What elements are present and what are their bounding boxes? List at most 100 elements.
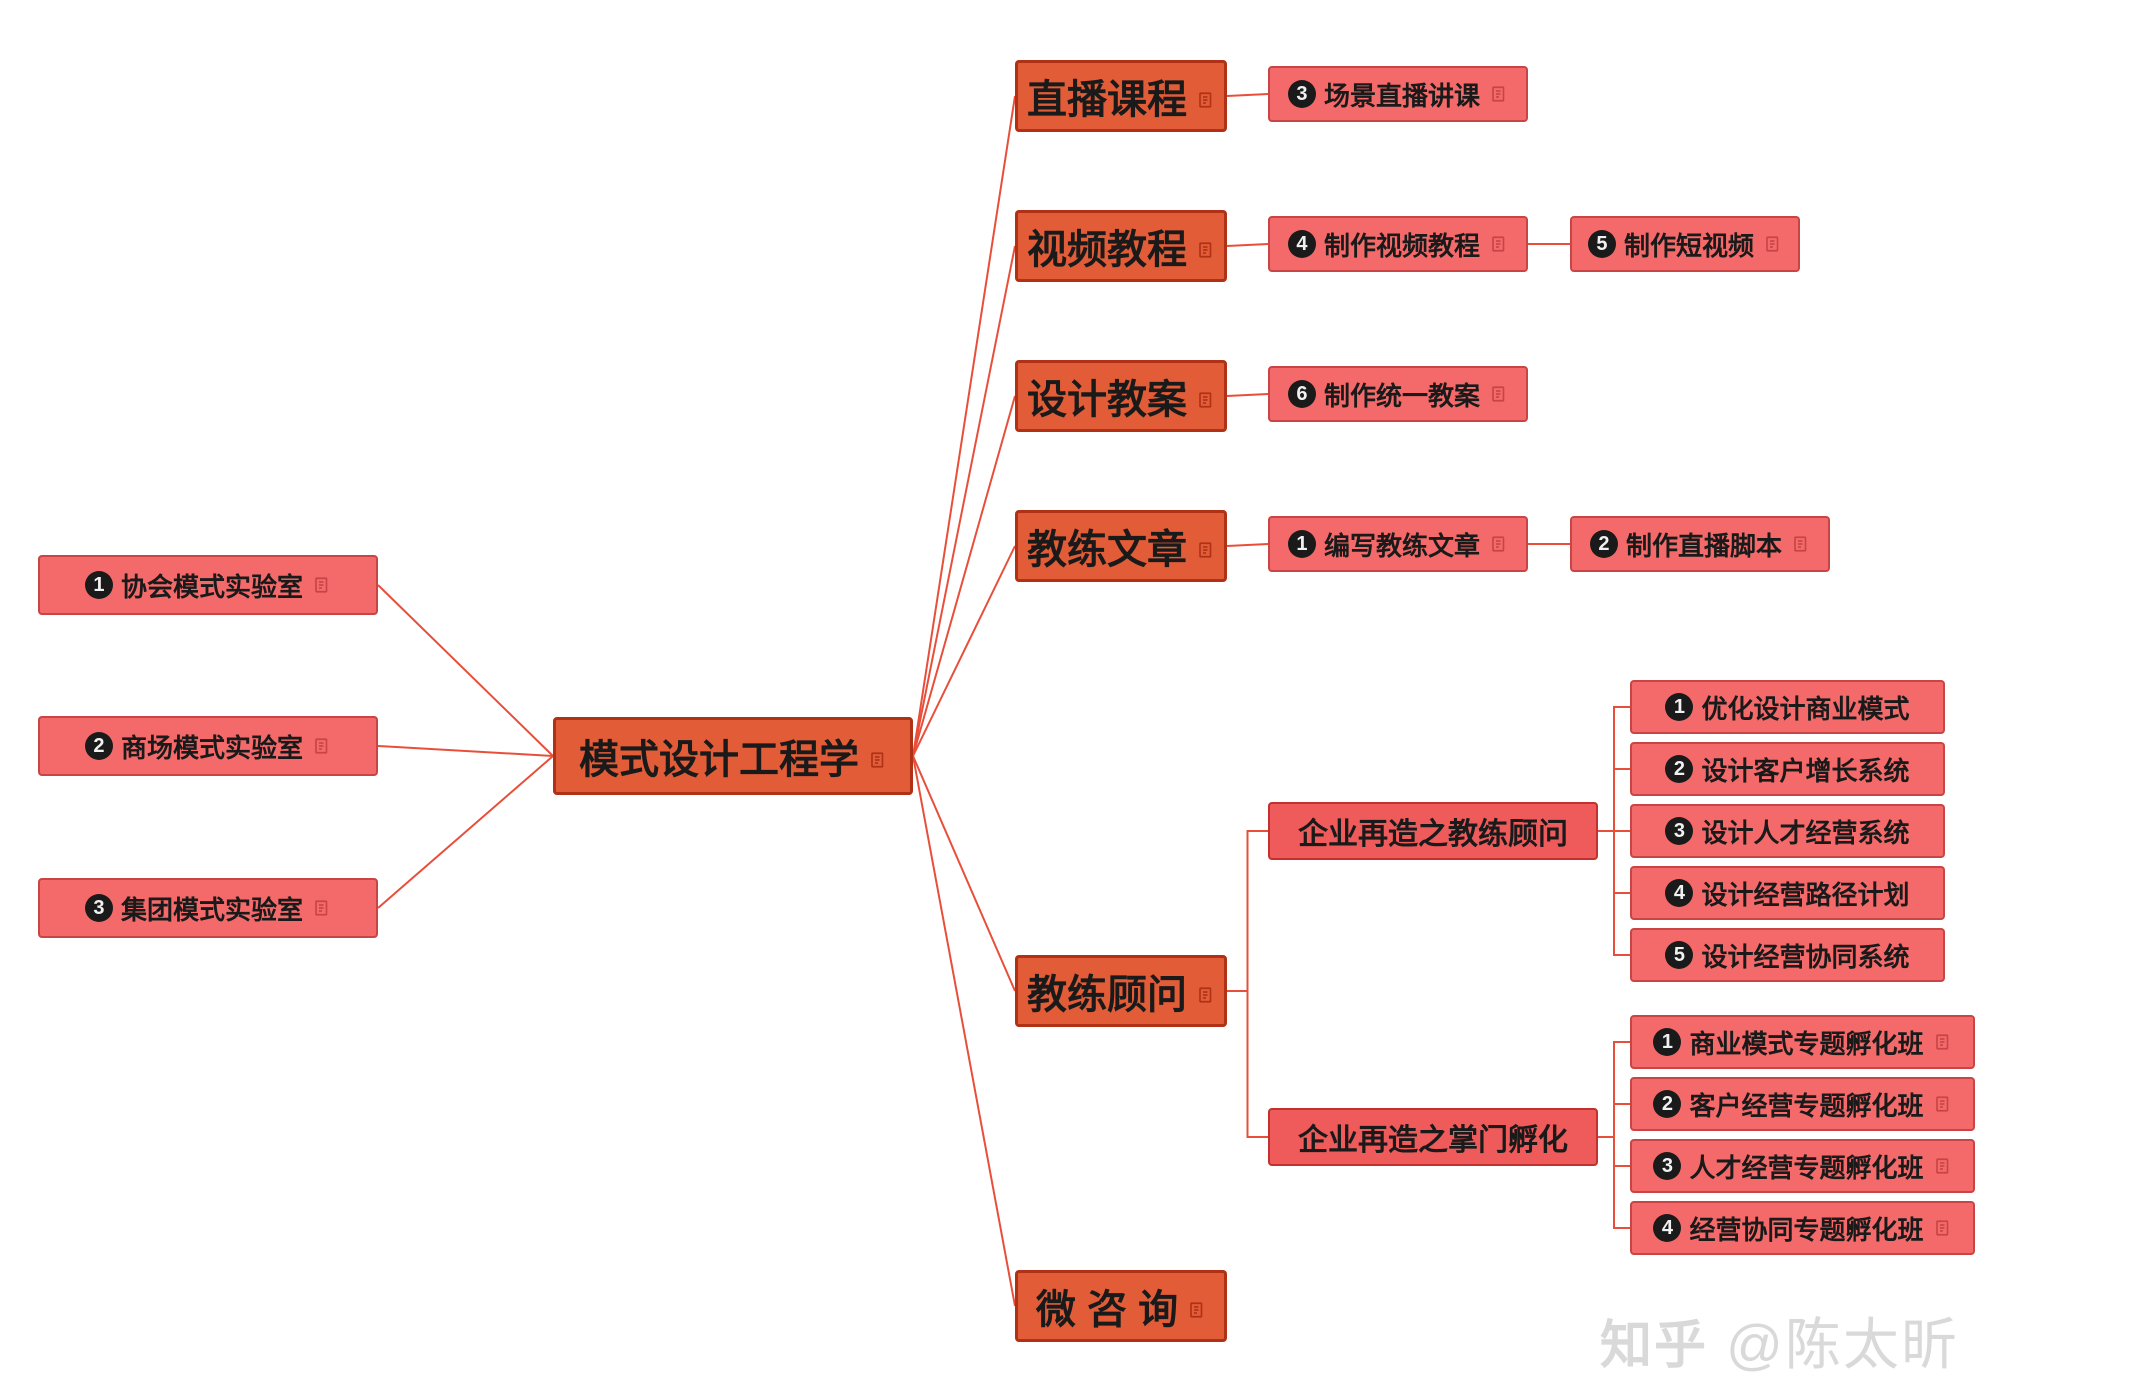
node-label: 优化设计商业模式 — [1701, 689, 1909, 726]
node-label: 教练文章 — [1027, 517, 1187, 575]
note-icon — [1187, 524, 1215, 569]
mindmap-node[interactable]: 模式设计工程学 — [553, 717, 913, 795]
node-label: 微 咨 询 — [1036, 1277, 1178, 1335]
node-label: 企业再造之掌门孵化 — [1298, 1115, 1568, 1159]
mindmap-node[interactable]: 5设计经营协同系统 — [1630, 928, 1945, 982]
mindmap-edge — [1598, 769, 1630, 831]
node-label: 协会模式实验室 — [121, 567, 303, 604]
note-icon — [1480, 79, 1508, 110]
number-badge-icon: 3 — [1653, 1152, 1681, 1180]
node-label: 编写教练文章 — [1324, 526, 1480, 563]
node-label: 设计教案 — [1027, 367, 1187, 425]
mindmap-edge — [913, 546, 1015, 756]
node-label: 直播课程 — [1027, 67, 1187, 125]
mindmap-node[interactable]: 3场景直播讲课 — [1268, 66, 1528, 122]
number-badge-icon: 4 — [1288, 230, 1316, 258]
note-icon — [1480, 379, 1508, 410]
note-icon — [1754, 229, 1782, 260]
mindmap-edge — [378, 585, 553, 756]
node-label: 设计客户增长系统 — [1701, 751, 1909, 788]
mindmap-edge — [1598, 1137, 1630, 1228]
mindmap-edge — [913, 396, 1015, 756]
mindmap-node[interactable]: 4 制作视频教程 — [1268, 216, 1528, 272]
node-label: 设计经营路径计划 — [1701, 875, 1909, 912]
mindmap-node[interactable]: 2 制作直播脚本 — [1570, 516, 1830, 572]
mindmap-edge — [913, 756, 1015, 991]
mindmap-node[interactable]: 3 人才经营专题孵化班 — [1630, 1139, 1975, 1193]
note-icon — [1187, 374, 1215, 419]
note-icon — [1924, 1027, 1952, 1058]
mindmap-node[interactable]: 2设计客户增长系统 — [1630, 742, 1945, 796]
number-badge-icon: 1 — [1288, 530, 1316, 558]
mindmap-node[interactable]: 6 制作统一教案 — [1268, 366, 1528, 422]
note-icon — [1187, 969, 1215, 1014]
mindmap-node[interactable]: 2客户经营专题孵化班 — [1630, 1077, 1975, 1131]
mindmap-node[interactable]: 4经营协同专题孵化班 — [1630, 1201, 1975, 1255]
number-badge-icon: 3 — [1665, 817, 1693, 845]
node-label: 人才经营专题孵化班 — [1689, 1148, 1923, 1185]
note-icon — [1178, 1284, 1206, 1329]
mindmap-node[interactable]: 直播课程 — [1015, 60, 1227, 132]
mindmap-edge — [1227, 94, 1268, 96]
mindmap-edge — [378, 746, 553, 756]
node-label: 制作统一教案 — [1324, 376, 1480, 413]
mindmap-node[interactable]: 5制作短视频 — [1570, 216, 1800, 272]
mindmap-node[interactable]: 企业再造之教练顾问 — [1268, 802, 1598, 860]
node-label: 客户经营专题孵化班 — [1689, 1086, 1923, 1123]
mindmap-edge — [913, 756, 1015, 1306]
number-badge-icon: 4 — [1665, 879, 1693, 907]
mindmap-node[interactable]: 设计教案 — [1015, 360, 1227, 432]
number-badge-icon: 3 — [85, 894, 113, 922]
node-label: 教练顾问 — [1027, 962, 1187, 1020]
mindmap-edge — [1598, 831, 1630, 893]
mindmap-edge — [1227, 831, 1268, 991]
number-badge-icon: 5 — [1665, 941, 1693, 969]
node-label: 商业模式专题孵化班 — [1689, 1024, 1923, 1061]
node-label: 视频教程 — [1027, 217, 1187, 275]
node-label: 制作直播脚本 — [1626, 526, 1782, 563]
mindmap-edge — [1227, 991, 1268, 1137]
number-badge-icon: 2 — [1590, 530, 1618, 558]
mindmap-edge — [1598, 831, 1630, 955]
mindmap-node[interactable]: 教练文章 — [1015, 510, 1227, 582]
note-icon — [303, 731, 331, 762]
node-label: 制作视频教程 — [1324, 226, 1480, 263]
mindmap-node[interactable]: 3集团模式实验室 — [38, 878, 378, 938]
mindmap-edge — [1598, 1104, 1630, 1137]
node-label: 企业再造之教练顾问 — [1298, 809, 1568, 853]
mindmap-edge — [913, 96, 1015, 756]
mindmap-node[interactable]: 企业再造之掌门孵化 — [1268, 1108, 1598, 1166]
mindmap-node[interactable]: 1协会模式实验室 — [38, 555, 378, 615]
number-badge-icon: 6 — [1288, 380, 1316, 408]
note-icon — [1187, 74, 1215, 119]
note-icon — [859, 734, 887, 779]
mindmap-edge — [1227, 544, 1268, 546]
node-label: 模式设计工程学 — [579, 727, 859, 785]
mindmap-edge — [1598, 1137, 1630, 1166]
node-label: 设计人才经营系统 — [1701, 813, 1909, 850]
mindmap-edge — [913, 246, 1015, 756]
zhihu-logo: 知乎 — [1600, 1303, 1708, 1378]
watermark: 知乎 @陈太昕 — [1600, 1300, 1959, 1381]
mindmap-node[interactable]: 1优化设计商业模式 — [1630, 680, 1945, 734]
mindmap-node[interactable]: 1 编写教练文章 — [1268, 516, 1528, 572]
mindmap-node[interactable]: 视频教程 — [1015, 210, 1227, 282]
node-label: 商场模式实验室 — [121, 728, 303, 765]
mindmap-node[interactable]: 3 设计人才经营系统 — [1630, 804, 1945, 858]
note-icon — [1924, 1213, 1952, 1244]
note-icon — [1480, 229, 1508, 260]
number-badge-icon: 5 — [1588, 230, 1616, 258]
mindmap-node[interactable]: 1商业模式专题孵化班 — [1630, 1015, 1975, 1069]
watermark-text: @陈太昕 — [1726, 1300, 1959, 1381]
mindmap-edge — [1227, 394, 1268, 396]
number-badge-icon: 3 — [1288, 80, 1316, 108]
note-icon — [1187, 224, 1215, 269]
mindmap-edge — [1598, 1042, 1630, 1137]
mindmap-node[interactable]: 4 设计经营路径计划 — [1630, 866, 1945, 920]
note-icon — [1782, 529, 1810, 560]
mindmap-node[interactable]: 微 咨 询 — [1015, 1270, 1227, 1342]
mindmap-node[interactable]: 教练顾问 — [1015, 955, 1227, 1027]
note-icon — [1924, 1151, 1952, 1182]
note-icon — [303, 570, 331, 601]
mindmap-node[interactable]: 2商场模式实验室 — [38, 716, 378, 776]
